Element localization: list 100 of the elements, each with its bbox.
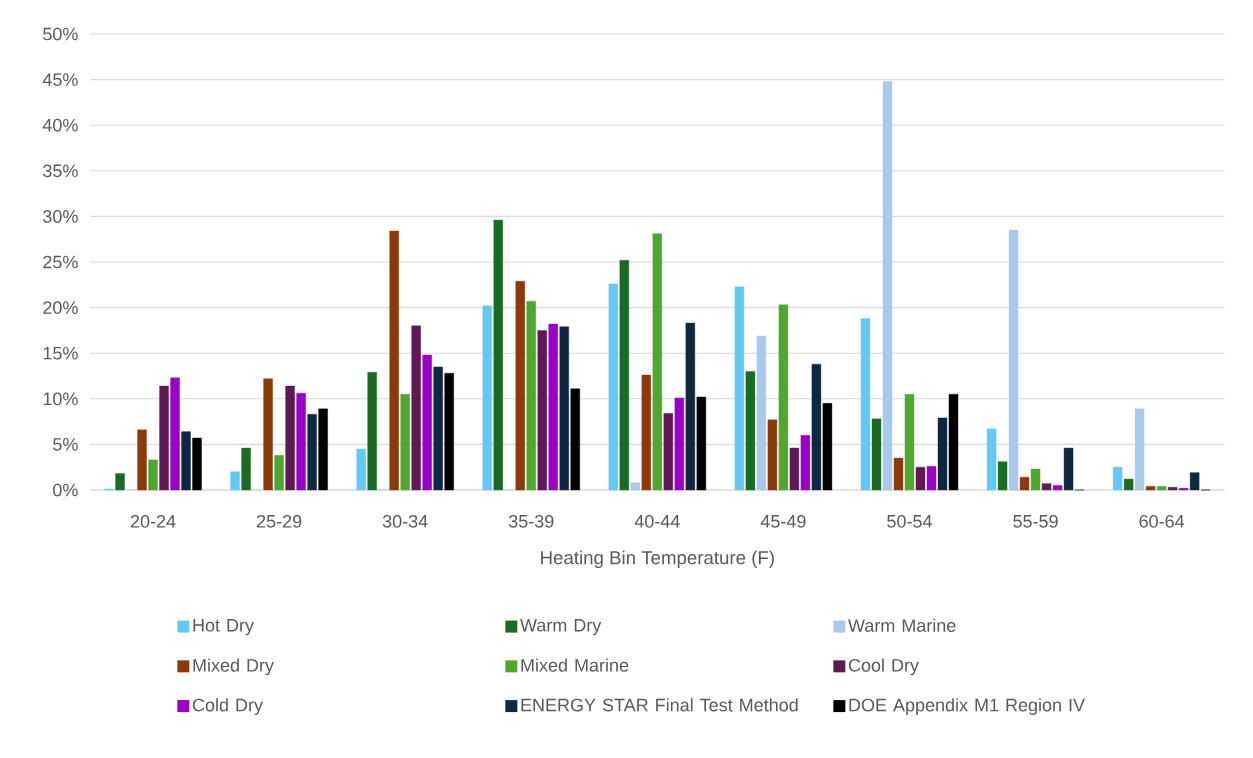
bar	[767, 419, 778, 491]
bar	[926, 466, 937, 491]
bar	[1041, 483, 1052, 491]
bar	[367, 372, 377, 491]
bar	[778, 304, 789, 491]
bar	[241, 447, 251, 491]
x-axis-title: Heating Bin Temperature (F)	[541, 550, 774, 569]
legend-label: Cool Dry	[848, 658, 919, 676]
bar	[137, 429, 147, 491]
bar	[641, 374, 652, 491]
bar	[389, 230, 399, 491]
x-tick-label: 35-39	[508, 514, 554, 528]
bar	[674, 397, 685, 491]
bar	[444, 373, 454, 491]
bar	[822, 403, 833, 491]
bar	[318, 408, 328, 491]
bar	[115, 473, 125, 491]
bar	[756, 335, 767, 491]
x-tick-label: 30-34	[382, 514, 428, 528]
bar	[1123, 478, 1134, 491]
y-tick-label: 30%	[43, 210, 78, 223]
bar	[789, 447, 800, 491]
bar	[1189, 472, 1200, 491]
bar	[1156, 486, 1167, 491]
bar	[296, 393, 306, 491]
y-tick-label: 20%	[43, 301, 78, 314]
y-tick-label: 40%	[42, 118, 78, 132]
y-tick-label: 5%	[53, 438, 78, 451]
bar	[696, 396, 707, 491]
bar	[1134, 408, 1145, 491]
x-tick-label: 55-59	[1013, 514, 1058, 528]
bar	[882, 81, 893, 491]
bar	[608, 283, 619, 491]
x-tick-label: 20-24	[130, 514, 176, 528]
legend-label: ENERGY STAR Final Test Method	[521, 698, 798, 712]
bar	[159, 385, 169, 491]
bar	[1112, 467, 1123, 491]
legend-label: Warm Dry	[520, 619, 602, 636]
bar	[274, 455, 284, 491]
bar	[559, 326, 569, 491]
bar	[230, 471, 240, 491]
bar	[515, 280, 525, 491]
bar	[482, 305, 492, 491]
bar	[860, 318, 871, 491]
bar	[800, 435, 811, 491]
bar	[422, 354, 432, 491]
bar	[937, 417, 948, 491]
y-tick-label: 0%	[53, 483, 78, 497]
bar	[526, 301, 536, 491]
bar	[148, 459, 158, 491]
x-tick-label: 25-29	[256, 514, 302, 528]
legend-label: Warm Marine	[848, 618, 956, 632]
bar	[1030, 468, 1041, 491]
y-tick-label: 25%	[43, 255, 78, 269]
bar	[997, 461, 1008, 491]
bar	[356, 448, 366, 491]
bar	[986, 428, 997, 491]
legend-label: Mixed Marine	[521, 658, 629, 672]
bar	[400, 394, 410, 491]
x-tick-label: 60-64	[1139, 514, 1185, 528]
bar	[734, 286, 745, 491]
y-tick-label: 45%	[42, 73, 78, 86]
bar	[192, 437, 202, 491]
bar	[619, 259, 630, 491]
y-tick-label: 50%	[43, 27, 78, 41]
bar	[904, 394, 915, 491]
legend-label: Mixed Dry	[193, 658, 274, 676]
bar	[181, 431, 191, 491]
bar	[433, 366, 443, 491]
bar	[652, 233, 663, 491]
bar	[170, 377, 180, 491]
y-tick-label: 10%	[43, 392, 78, 406]
bar	[893, 457, 904, 491]
bar	[745, 371, 756, 491]
bar	[1063, 447, 1074, 491]
bar	[630, 482, 641, 491]
legend-label: Cold Dry	[192, 698, 263, 715]
bar	[948, 394, 959, 491]
bar	[1019, 477, 1030, 491]
x-tick-label: 40-44	[634, 514, 680, 528]
bar	[1052, 485, 1063, 491]
bar	[685, 322, 696, 491]
bar	[493, 219, 503, 491]
bar	[1008, 229, 1019, 491]
bar	[811, 363, 822, 491]
bar	[1145, 486, 1156, 491]
bar	[1167, 487, 1178, 491]
bar	[915, 467, 926, 491]
bar	[663, 413, 674, 491]
y-tick-label: 15%	[43, 346, 78, 360]
bar	[548, 323, 558, 491]
bar	[411, 325, 421, 491]
bar	[285, 385, 295, 491]
x-tick-label: 50-54	[887, 514, 932, 528]
bar	[570, 388, 580, 491]
bar	[307, 414, 317, 491]
legend-label: Hot Dry	[193, 619, 254, 636]
y-tick-label: 35%	[43, 164, 78, 178]
bar	[263, 378, 273, 491]
x-tick-label: 45-49	[760, 514, 806, 528]
